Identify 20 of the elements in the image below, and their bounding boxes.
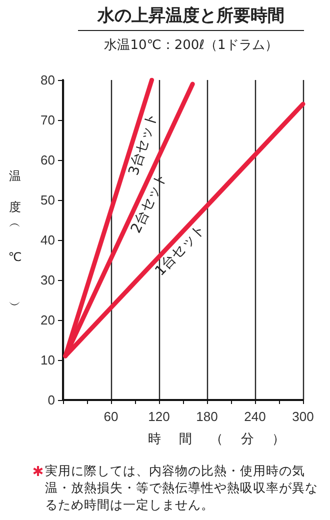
- y-tick-label: 30: [40, 272, 55, 288]
- y-tick-label: 10: [40, 352, 55, 368]
- x-tick-label: 120: [148, 409, 170, 424]
- y-axis-title: 温度（℃）: [7, 160, 23, 326]
- text: 実用に際しては、内容物の比熱・使用時の気温・放熱損失・等で熱伝導性や熱吸収率が異なるため時間は一定しません。: [45, 462, 319, 513]
- x-tick-label: 60: [104, 409, 118, 424]
- chart-title: 水の上昇温度と所要時間: [78, 4, 304, 31]
- y-tick-label: 0: [48, 392, 55, 408]
- x-tick-label: 300: [292, 409, 314, 424]
- x-tick-label: 240: [244, 409, 266, 424]
- y-tick-label: 80: [40, 72, 55, 88]
- y-tick-label: 70: [40, 112, 55, 128]
- y-tick-label: 20: [40, 312, 55, 328]
- x-tick-label: 180: [196, 409, 218, 424]
- y-tick-label: 40: [40, 232, 55, 248]
- y-tick-label: 60: [40, 152, 55, 168]
- y-tick-label: 50: [40, 192, 55, 208]
- x-axis-title: 時間（分）: [148, 431, 303, 448]
- text: 3台セット: [126, 110, 161, 178]
- chart-subtitle: 水温10℃：200ℓ（1ドラム）: [103, 37, 279, 54]
